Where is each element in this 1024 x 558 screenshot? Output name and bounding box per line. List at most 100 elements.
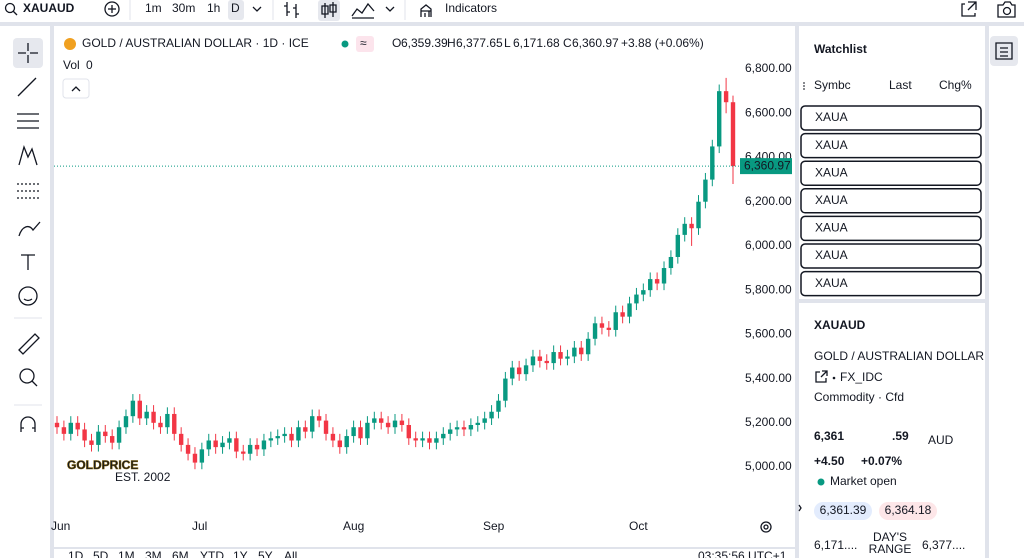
candle-body bbox=[123, 416, 129, 428]
search-icon[interactable] bbox=[4, 2, 16, 14]
watchlist-row[interactable] bbox=[800, 215, 982, 242]
pattern-tool[interactable] bbox=[18, 144, 38, 166]
drawing-toolbar bbox=[13, 38, 43, 432]
x-tick-label: Jun bbox=[51, 519, 70, 533]
watchlist-button[interactable] bbox=[990, 36, 1018, 66]
candle-body bbox=[323, 420, 329, 434]
clock: 03:35:56 UTC+1 bbox=[698, 549, 787, 558]
candle-body bbox=[682, 223, 687, 235]
popout-button[interactable] bbox=[961, 1, 977, 17]
fib-tool[interactable] bbox=[17, 113, 39, 129]
area-style[interactable] bbox=[351, 2, 375, 19]
trend-line-tool[interactable] bbox=[17, 77, 37, 97]
column-header[interactable]: Chg% bbox=[939, 78, 972, 92]
x-tick-label: Sep bbox=[483, 519, 505, 533]
candle-body bbox=[303, 427, 308, 432]
candle-body bbox=[227, 438, 232, 443]
candle-body bbox=[379, 418, 384, 423]
interval[interactable]: 30m bbox=[172, 1, 195, 15]
watchlist-row[interactable] bbox=[800, 270, 982, 297]
watchlist-row[interactable] bbox=[800, 132, 982, 159]
interval-menu[interactable] bbox=[252, 6, 262, 12]
candle-body bbox=[420, 438, 425, 441]
interval[interactable]: D bbox=[231, 1, 240, 15]
magnet-tool[interactable] bbox=[20, 416, 36, 432]
detail-source[interactable]: FX_IDC bbox=[840, 370, 883, 384]
range-button[interactable]: All bbox=[284, 549, 297, 558]
cursor-tool[interactable] bbox=[13, 38, 43, 68]
ohlc-value: 6,360.97 bbox=[572, 36, 619, 50]
watchlist-row[interactable] bbox=[800, 243, 982, 269]
brush-tool[interactable] bbox=[18, 221, 41, 237]
candle-body bbox=[703, 179, 708, 202]
ohlc-key: O bbox=[392, 36, 401, 50]
column-header[interactable]: Symbc bbox=[814, 78, 851, 92]
y-tick-label: 5,800.00 bbox=[745, 282, 792, 296]
indicators-icon[interactable] bbox=[420, 4, 432, 17]
compare-button[interactable] bbox=[104, 1, 120, 17]
settings-button[interactable] bbox=[760, 521, 772, 533]
text-tool[interactable] bbox=[21, 254, 35, 270]
frame bbox=[0, 22, 1024, 558]
bar-style[interactable] bbox=[284, 2, 299, 18]
interval[interactable]: 1m bbox=[145, 1, 162, 15]
candle-body bbox=[668, 256, 674, 269]
candle-body bbox=[516, 367, 522, 375]
candle-body bbox=[661, 268, 667, 284]
candle-body bbox=[82, 429, 87, 441]
candle-body bbox=[475, 422, 480, 426]
y-tick-label: 6,000.00 bbox=[745, 238, 792, 252]
candle-body bbox=[275, 436, 280, 439]
candle-body bbox=[447, 429, 453, 434]
watchlist-row[interactable] bbox=[800, 105, 982, 131]
candle-body bbox=[489, 411, 494, 419]
candle-body bbox=[606, 327, 612, 330]
candle-body bbox=[710, 146, 715, 180]
candle-body bbox=[220, 442, 225, 448]
detail-name: GOLD / AUSTRALIAN DOLLAR bbox=[814, 349, 984, 363]
candle-body bbox=[261, 440, 267, 450]
candle-body bbox=[96, 431, 101, 445]
column-header[interactable]: Last bbox=[889, 78, 912, 92]
watchlist-symbol: XAUA bbox=[815, 248, 848, 262]
status-dot bbox=[341, 40, 349, 48]
data-status[interactable] bbox=[356, 36, 374, 52]
candle-body bbox=[627, 303, 632, 317]
range-button[interactable]: 3M bbox=[145, 549, 162, 558]
candle-body bbox=[434, 438, 439, 443]
projection-tool[interactable] bbox=[17, 183, 39, 199]
range-button[interactable]: 1Y bbox=[233, 549, 248, 558]
range-button[interactable]: 6M bbox=[172, 549, 189, 558]
range-button[interactable]: 1D bbox=[68, 549, 84, 558]
candle-style[interactable] bbox=[321, 2, 337, 18]
candle-body bbox=[103, 431, 108, 437]
detail-price: 6,361 bbox=[814, 429, 844, 443]
indicators-button[interactable]: Indicators bbox=[445, 1, 497, 15]
range-button[interactable]: 1M bbox=[118, 549, 135, 558]
candle-body bbox=[372, 418, 377, 423]
detail-price-fraction: .59 bbox=[892, 429, 909, 443]
candle-body bbox=[185, 444, 191, 454]
candle-body bbox=[544, 360, 549, 364]
candle-body bbox=[461, 427, 467, 430]
ohlc-key: L bbox=[504, 36, 511, 50]
zoom-tool[interactable] bbox=[19, 368, 35, 384]
collapse-legend[interactable] bbox=[62, 78, 90, 99]
y-tick-label: 6,600.00 bbox=[745, 105, 792, 119]
candle-body bbox=[406, 425, 411, 439]
ruler-tool[interactable] bbox=[18, 333, 40, 355]
candle-body bbox=[296, 427, 301, 441]
range-button[interactable]: YTD bbox=[200, 549, 224, 558]
snapshot-button[interactable] bbox=[997, 1, 1016, 18]
candle-body bbox=[199, 449, 205, 463]
symbol[interactable]: XAUAUD bbox=[23, 1, 75, 15]
candle-body bbox=[510, 367, 515, 379]
watchlist-symbol: XAUA bbox=[815, 221, 848, 235]
candle-body bbox=[558, 352, 563, 359]
watchlist-row[interactable] bbox=[800, 188, 982, 214]
emoji-tool[interactable] bbox=[18, 286, 38, 306]
range-button[interactable]: 5D bbox=[93, 549, 109, 558]
range-button[interactable]: 5Y bbox=[258, 549, 273, 558]
watchlist-row[interactable] bbox=[800, 160, 982, 186]
interval[interactable]: 1h bbox=[207, 1, 220, 15]
